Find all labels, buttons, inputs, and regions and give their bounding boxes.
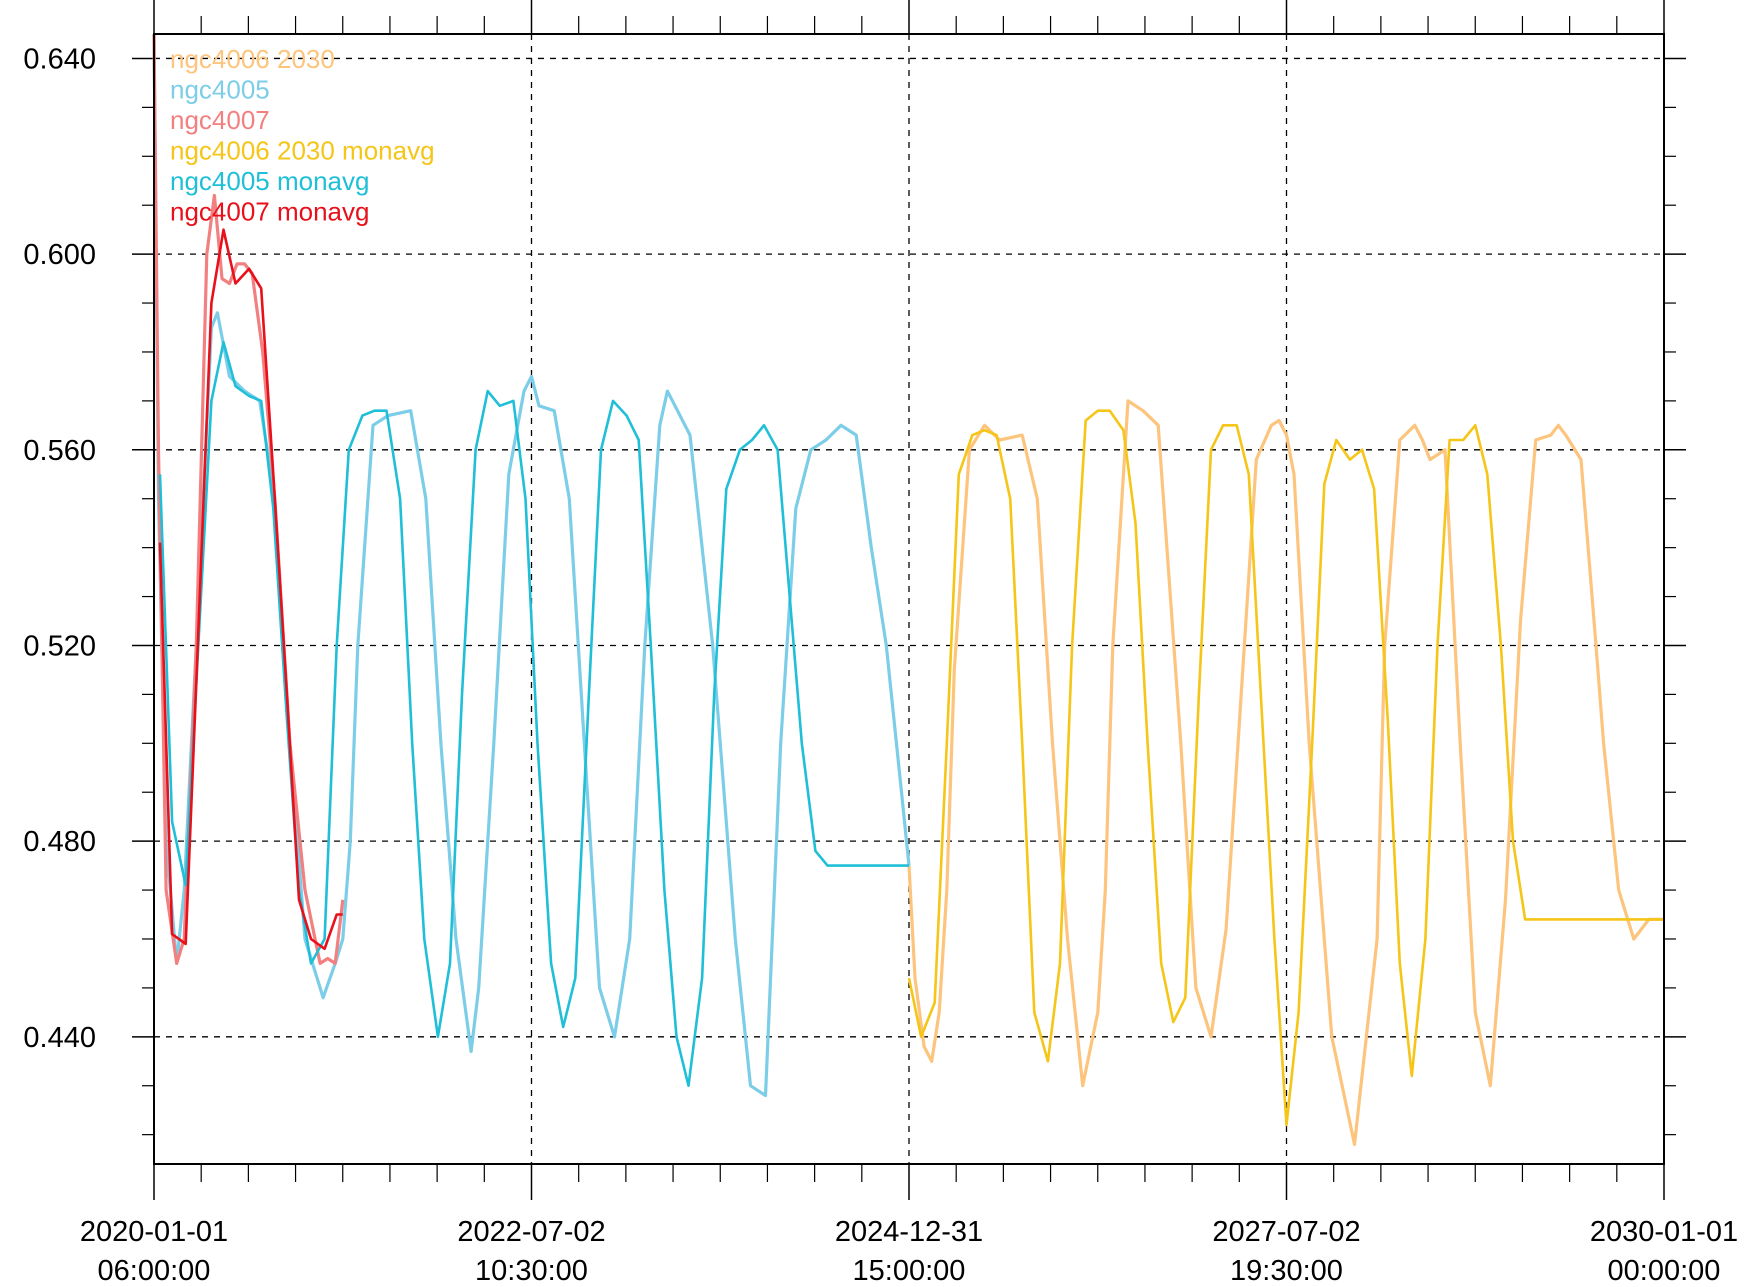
x-tick-label-date: 2022-07-02	[457, 1216, 605, 1248]
series-line-2	[152, 33, 345, 966]
series-line-0	[907, 399, 1664, 1147]
grid-lines	[154, 34, 1664, 1164]
y-tick-label: 0.440	[23, 1022, 96, 1054]
y-tick-label: 0.520	[23, 630, 96, 662]
x-tick-label-date: 2024-12-31	[835, 1216, 983, 1248]
legend-entry-2: ngc4007	[170, 105, 270, 135]
x-tick-label-time: 19:30:00	[1230, 1255, 1343, 1287]
x-tick-label-date: 2030-01-01	[1590, 1216, 1738, 1248]
legend-entry-4: ngc4005 monavg	[170, 166, 369, 196]
series-lines	[152, 33, 1664, 1147]
x-axis-labels: 2020-01-01 06:00:00 2022-07-02 10:30:00 2024…	[80, 1216, 1738, 1287]
series-line-5	[158, 228, 343, 951]
x-tick-label-time: 15:00:00	[853, 1255, 966, 1287]
y-axis-labels: 0.440 0.480 0.520 0.560 0.600 0.640	[23, 43, 96, 1053]
axis-ticks	[132, 0, 1686, 1200]
legend-entry-0: ngc4006 2030	[170, 44, 335, 74]
legend-entry-5: ngc4007 monavg	[170, 197, 369, 227]
y-tick-label: 0.480	[23, 826, 96, 858]
legend-entry-3: ngc4006 2030 monavg	[170, 136, 435, 166]
x-tick-label-date: 2027-07-02	[1212, 1216, 1360, 1248]
y-tick-label: 0.560	[23, 435, 96, 467]
series-line-3	[907, 409, 1664, 1127]
x-tick-label-time: 10:30:00	[475, 1255, 588, 1287]
x-tick-label-time: 00:00:00	[1608, 1255, 1721, 1287]
series-line-4	[158, 340, 909, 1087]
plot-frame	[153, 33, 1665, 1165]
legend-entry-1: ngc4005	[170, 75, 270, 105]
y-tick-label: 0.600	[23, 239, 96, 271]
x-tick-label-date: 2020-01-01	[80, 1216, 228, 1248]
y-tick-label: 0.640	[23, 43, 96, 75]
x-tick-label-time: 06:00:00	[98, 1255, 211, 1287]
